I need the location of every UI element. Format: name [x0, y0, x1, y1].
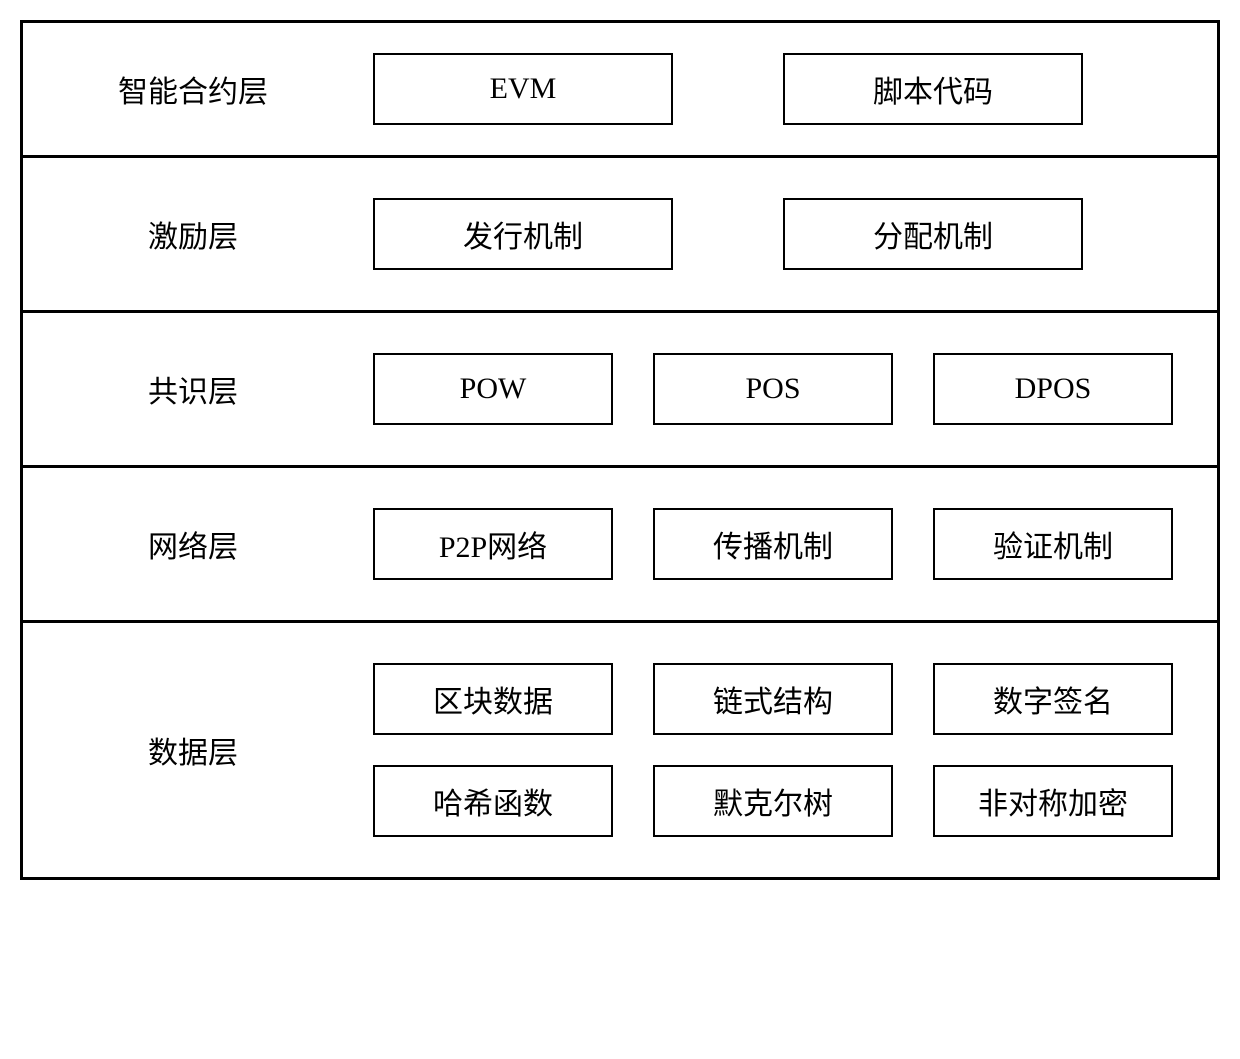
architecture-diagram: 智能合约层 EVM 脚本代码 激励层 发行机制 分配机制 共识层 POW POS… [20, 20, 1220, 880]
layer-data: 数据层 区块数据 链式结构 数字签名 哈希函数 默克尔树 非对称加密 [23, 623, 1217, 877]
box-evm: EVM [373, 53, 673, 125]
box-broadcast-mechanism: 传播机制 [653, 508, 893, 580]
box-chain-structure: 链式结构 [653, 663, 893, 735]
box-asymmetric-encryption: 非对称加密 [933, 765, 1173, 837]
layer-consensus: 共识层 POW POS DPOS [23, 313, 1217, 468]
box-verify-mechanism: 验证机制 [933, 508, 1173, 580]
layer-content: 区块数据 链式结构 数字签名 哈希函数 默克尔树 非对称加密 [363, 623, 1217, 877]
layer-label: 智能合约层 [23, 23, 363, 155]
layer-label: 数据层 [23, 623, 363, 877]
box-pow: POW [373, 353, 613, 425]
box-p2p-network: P2P网络 [373, 508, 613, 580]
box-dpos: DPOS [933, 353, 1173, 425]
box-distribute-mechanism: 分配机制 [783, 198, 1083, 270]
box-script-code: 脚本代码 [783, 53, 1083, 125]
box-issue-mechanism: 发行机制 [373, 198, 673, 270]
box-block-data: 区块数据 [373, 663, 613, 735]
layer-label: 激励层 [23, 158, 363, 310]
content-row: 哈希函数 默克尔树 非对称加密 [373, 765, 1187, 837]
content-row: P2P网络 传播机制 验证机制 [373, 508, 1187, 580]
layer-label: 共识层 [23, 313, 363, 465]
layer-content: EVM 脚本代码 [363, 23, 1217, 155]
content-row: 发行机制 分配机制 [373, 198, 1187, 270]
content-row: POW POS DPOS [373, 353, 1187, 425]
layer-label: 网络层 [23, 468, 363, 620]
content-row: EVM 脚本代码 [373, 53, 1187, 125]
box-merkle-tree: 默克尔树 [653, 765, 893, 837]
layer-smart-contract: 智能合约层 EVM 脚本代码 [23, 23, 1217, 158]
box-digital-signature: 数字签名 [933, 663, 1173, 735]
content-row: 区块数据 链式结构 数字签名 [373, 663, 1187, 735]
layer-content: POW POS DPOS [363, 313, 1217, 465]
box-hash-function: 哈希函数 [373, 765, 613, 837]
layer-incentive: 激励层 发行机制 分配机制 [23, 158, 1217, 313]
layer-network: 网络层 P2P网络 传播机制 验证机制 [23, 468, 1217, 623]
box-pos: POS [653, 353, 893, 425]
layer-content: 发行机制 分配机制 [363, 158, 1217, 310]
layer-content: P2P网络 传播机制 验证机制 [363, 468, 1217, 620]
